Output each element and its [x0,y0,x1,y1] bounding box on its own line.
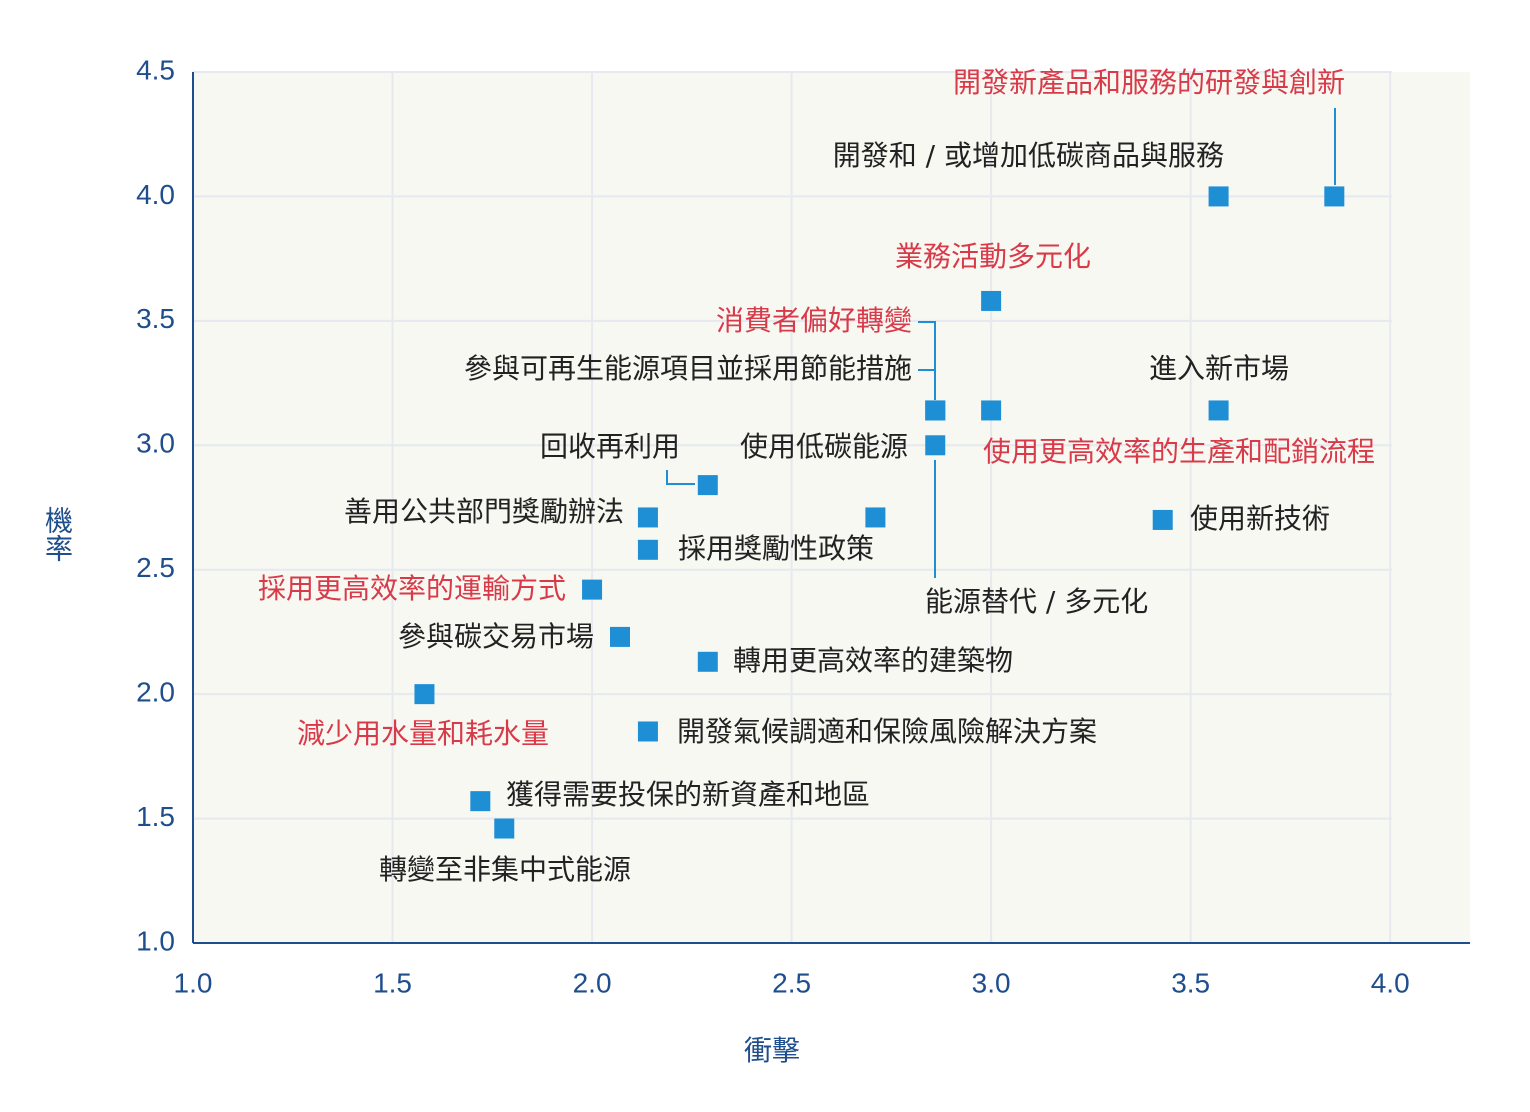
point [609,626,630,647]
point [637,539,658,560]
point [1208,186,1229,207]
y-tick-label: 2.0 [136,677,175,708]
y-tick-label: 2.5 [136,552,175,583]
point-label: 開發氣候調適和保險風險解決方案 [677,715,1097,748]
y-tick-label: 4.0 [136,179,175,210]
x-tick-label: 2.0 [573,967,612,998]
x-tick-label: 3.0 [972,967,1011,998]
point-label: 採用獎勵性政策 [678,532,874,565]
point-label: 採用更高效率的運輸方式 [258,572,566,605]
point [637,507,658,528]
y-tick-label: 3.0 [136,428,175,459]
leader [666,470,695,485]
y-tick-label: 1.5 [136,801,175,832]
point [1324,186,1345,207]
point-label: 轉用更高效率的建築物 [733,644,1013,677]
point [925,400,946,421]
x-tick-label: 3.5 [1171,967,1210,998]
y-axis-label: 機率 [41,506,74,562]
point [1152,509,1173,530]
y-tick-label: 4.5 [136,54,175,85]
point [494,818,515,839]
point [1208,400,1229,421]
point-label: 使用新技術 [1190,502,1330,535]
x-tick-label: 2.5 [772,967,811,998]
point [865,507,886,528]
point-label: 獲得需要投保的新資產和地區 [506,778,870,811]
leader [918,321,936,400]
point [981,290,1002,311]
y-tick-label: 3.5 [136,303,175,334]
point-label: 參與可再生能源項目並採用節能措施 [464,352,912,385]
point-label: 消費者偏好轉變 [716,304,912,337]
x-tick-label: 1.0 [174,967,213,998]
point-label: 減少用水量和耗水量 [297,717,549,750]
point [637,721,658,742]
point-label: 開發和 / 或增加低碳商品與服務 [833,139,1224,172]
leader-lines [666,108,1336,578]
point [697,475,718,496]
x-tick-label: 4.0 [1371,967,1410,998]
point-label: 回收再利用 [540,430,680,463]
point [697,651,718,672]
point [470,791,491,812]
y-tick-label: 1.0 [136,925,175,956]
point-label: 使用低碳能源 [740,430,908,463]
point-label: 使用更高效率的生產和配銷流程 [983,435,1375,468]
point-label: 善用公共部門獎勵辦法 [344,495,624,528]
point-label: 開發新產品和服務的研發與創新 [953,66,1345,99]
plot-area [193,72,1470,943]
point [981,400,1002,421]
x-tick-label: 1.5 [373,967,412,998]
point-label: 轉變至非集中式能源 [379,853,631,886]
point [414,684,435,705]
point [582,579,603,600]
x-axis-label: 衝擊 [744,1034,800,1067]
point-label: 進入新市場 [1149,352,1289,385]
point [925,435,946,456]
point-label: 參與碳交易市場 [398,620,594,653]
point-label: 業務活動多元化 [895,240,1091,273]
point-label: 能源替代 / 多元化 [925,585,1148,618]
